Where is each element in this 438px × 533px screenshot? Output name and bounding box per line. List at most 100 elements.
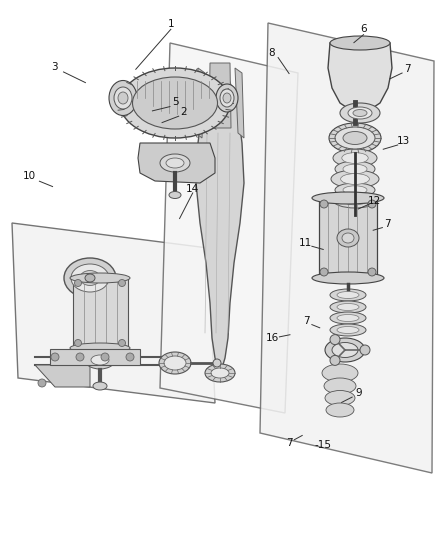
Ellipse shape: [343, 132, 367, 144]
Ellipse shape: [205, 364, 235, 382]
Ellipse shape: [342, 233, 354, 243]
Ellipse shape: [220, 89, 234, 107]
Ellipse shape: [340, 103, 380, 123]
Ellipse shape: [85, 274, 95, 282]
Text: 12: 12: [368, 196, 381, 206]
Polygon shape: [12, 223, 215, 403]
Circle shape: [38, 379, 46, 387]
Ellipse shape: [166, 158, 184, 168]
Circle shape: [51, 353, 59, 361]
Ellipse shape: [330, 36, 390, 50]
Ellipse shape: [93, 382, 107, 390]
Polygon shape: [235, 68, 244, 138]
Ellipse shape: [325, 338, 365, 362]
Ellipse shape: [330, 301, 366, 313]
Ellipse shape: [91, 355, 109, 365]
Polygon shape: [196, 68, 205, 138]
Circle shape: [101, 353, 109, 361]
Circle shape: [330, 335, 340, 345]
Text: 11: 11: [299, 238, 312, 247]
Ellipse shape: [341, 174, 369, 184]
Polygon shape: [260, 23, 434, 473]
Ellipse shape: [211, 368, 229, 378]
Ellipse shape: [335, 161, 375, 177]
Ellipse shape: [312, 272, 384, 284]
Ellipse shape: [333, 192, 377, 208]
Polygon shape: [160, 43, 298, 413]
Ellipse shape: [223, 93, 231, 103]
Text: 8: 8: [268, 49, 275, 58]
Ellipse shape: [64, 258, 116, 298]
Ellipse shape: [343, 164, 367, 174]
Ellipse shape: [332, 343, 358, 358]
Ellipse shape: [330, 324, 366, 336]
Polygon shape: [328, 43, 392, 115]
Circle shape: [330, 356, 340, 366]
Ellipse shape: [109, 80, 137, 116]
Ellipse shape: [325, 391, 355, 406]
Ellipse shape: [348, 107, 372, 119]
Circle shape: [368, 200, 376, 208]
Ellipse shape: [335, 127, 375, 149]
Ellipse shape: [71, 264, 109, 292]
Ellipse shape: [160, 154, 190, 172]
Ellipse shape: [324, 378, 356, 394]
Ellipse shape: [80, 271, 100, 286]
Ellipse shape: [343, 186, 367, 194]
Circle shape: [368, 268, 376, 276]
Text: 7: 7: [286, 439, 293, 448]
Ellipse shape: [169, 191, 181, 198]
Ellipse shape: [133, 77, 218, 129]
Ellipse shape: [70, 343, 130, 353]
Ellipse shape: [353, 109, 367, 117]
Ellipse shape: [312, 192, 384, 204]
Circle shape: [213, 359, 221, 367]
Ellipse shape: [331, 170, 379, 188]
Ellipse shape: [322, 364, 358, 382]
Bar: [73, 278, 128, 348]
Ellipse shape: [337, 314, 359, 321]
Circle shape: [126, 353, 134, 361]
Text: 2: 2: [180, 107, 187, 117]
Ellipse shape: [120, 68, 230, 138]
Polygon shape: [209, 63, 231, 128]
Text: 13: 13: [396, 136, 410, 146]
Circle shape: [119, 340, 126, 346]
Text: 16: 16: [266, 334, 279, 343]
Text: 9: 9: [355, 389, 362, 398]
Ellipse shape: [333, 149, 377, 167]
Ellipse shape: [337, 303, 359, 311]
Ellipse shape: [337, 327, 359, 334]
Text: 6: 6: [360, 25, 367, 34]
Text: 7: 7: [404, 64, 411, 74]
Ellipse shape: [216, 84, 238, 112]
Text: 10: 10: [23, 171, 36, 181]
Bar: [319, 198, 377, 278]
Ellipse shape: [337, 229, 359, 247]
Polygon shape: [196, 68, 244, 368]
Circle shape: [360, 345, 370, 355]
Circle shape: [119, 279, 126, 287]
Text: 7: 7: [303, 316, 310, 326]
Ellipse shape: [330, 312, 366, 324]
Ellipse shape: [85, 351, 115, 369]
Ellipse shape: [330, 289, 366, 301]
Text: 5: 5: [172, 98, 179, 107]
Ellipse shape: [164, 356, 186, 370]
Ellipse shape: [342, 195, 368, 205]
Ellipse shape: [335, 183, 375, 197]
Text: 3: 3: [51, 62, 58, 71]
Ellipse shape: [118, 92, 128, 104]
Ellipse shape: [342, 152, 368, 164]
Ellipse shape: [159, 352, 191, 374]
Circle shape: [320, 268, 328, 276]
Circle shape: [74, 279, 81, 287]
Ellipse shape: [114, 87, 132, 109]
Ellipse shape: [70, 273, 130, 283]
Polygon shape: [138, 143, 215, 183]
Text: 1: 1: [167, 19, 174, 29]
Text: -15: -15: [315, 440, 332, 450]
Text: 14: 14: [186, 184, 199, 194]
Text: 7: 7: [384, 219, 391, 229]
Ellipse shape: [337, 292, 359, 298]
